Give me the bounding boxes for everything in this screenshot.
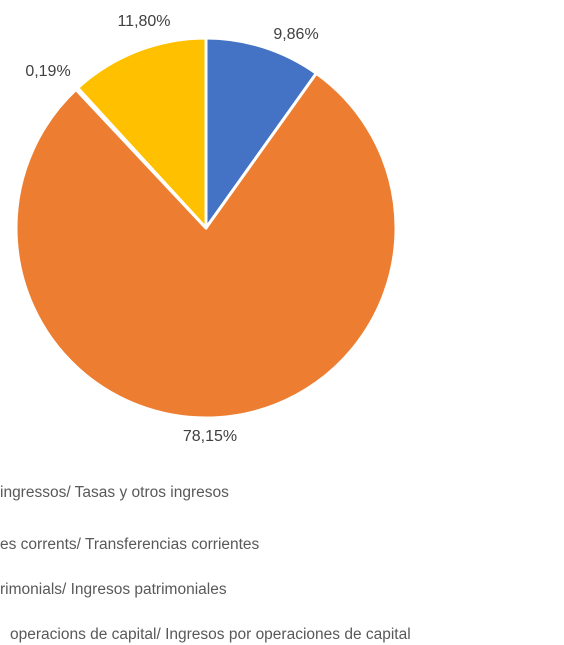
data-label: 78,15% <box>183 428 237 445</box>
pie-slice <box>76 36 208 230</box>
data-label: 0,19% <box>25 63 70 80</box>
legend-label: ingressos/ Tasas y otros ingresos <box>0 484 229 501</box>
legend-label: operacions de capital/ Ingresos por oper… <box>10 626 411 643</box>
legend-label: es corrents/ Transferencias corrientes <box>0 536 260 553</box>
pie-slice <box>204 36 318 230</box>
legend-label: rimonials/ Ingresos patrimoniales <box>0 581 227 598</box>
data-label: 9,86% <box>273 26 318 43</box>
pie-slice <box>14 71 398 420</box>
data-label: 11,80% <box>117 13 170 30</box>
